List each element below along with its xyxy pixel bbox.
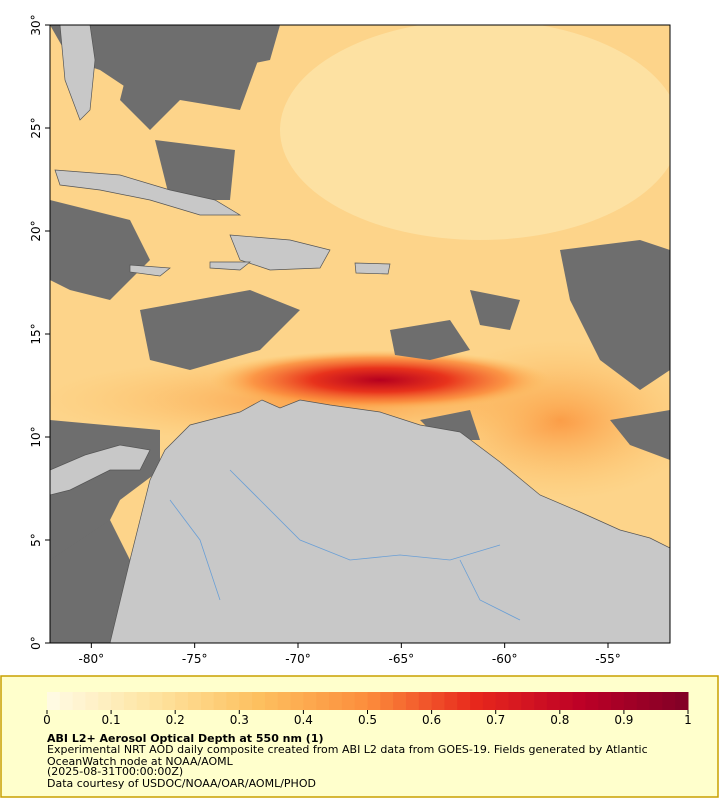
colorbar-segment	[521, 692, 535, 710]
colorbar-segment	[623, 692, 638, 710]
colorbar-tick-label: 0.5	[358, 713, 377, 727]
y-tick-label: 5°	[29, 533, 43, 547]
colorbar-segment	[457, 692, 471, 710]
colorbar-segment	[444, 692, 458, 710]
colorbar-segment	[585, 692, 599, 710]
y-tick-label: 10°	[29, 426, 43, 447]
colorbar-segment	[495, 692, 510, 710]
legend-date: (2025-08-31T00:00:00Z)	[47, 765, 183, 778]
colorbar-tick-label: 0.6	[422, 713, 441, 727]
x-tick-label: -55°	[595, 652, 621, 666]
aod-plume	[210, 350, 550, 410]
legend-description-box: Experimental NRT AOD daily composite cre…	[47, 744, 648, 768]
colorbar-segment	[213, 692, 227, 710]
colorbar-segment	[649, 692, 663, 710]
colorbar-segment	[316, 692, 330, 710]
colorbar-tick-label: 0.7	[486, 713, 505, 727]
colorbar-tick-label: 0.8	[550, 713, 569, 727]
x-tick-label: -65°	[389, 652, 415, 666]
low-aod-area	[280, 25, 670, 240]
colorbar-segment	[611, 692, 625, 710]
colorbar-segment	[534, 692, 548, 710]
colorbar-tick-label: 0.1	[102, 713, 121, 727]
y-tick-label: 25°	[29, 117, 43, 138]
x-tick-label: -60°	[492, 652, 518, 666]
colorbar-segment	[482, 692, 497, 710]
map-imagery	[50, 25, 670, 643]
colorbar-segment	[636, 692, 651, 710]
colorbar-segment	[508, 692, 522, 710]
colorbar-segment	[59, 692, 74, 710]
cloud-mask	[50, 25, 670, 643]
colorbar-segment	[393, 692, 407, 710]
colorbar-segment	[367, 692, 381, 710]
colorbar-segment	[380, 692, 394, 710]
colorbar-tick-label: 0.2	[166, 713, 185, 727]
x-tick-label: -80°	[79, 652, 105, 666]
colorbar-segment	[675, 692, 689, 710]
y-tick-label: 15°	[29, 323, 43, 344]
colorbar-segment	[354, 692, 368, 710]
colorbar-segment	[264, 692, 279, 710]
colorbar: 0 0.1 0.2 0.3 0.4 0.5 0.6 0.7 0.8 0.9 1	[43, 692, 692, 727]
colorbar-segment	[303, 692, 317, 710]
legend-description: Experimental NRT AOD daily composite cre…	[47, 744, 648, 768]
colorbar-segment	[329, 692, 343, 710]
colorbar-segment	[470, 692, 484, 710]
x-tick-label: -70°	[285, 652, 311, 666]
colorbar-segment	[188, 692, 202, 710]
colorbar-segment	[162, 692, 176, 710]
land	[50, 25, 670, 643]
colorbar-segment	[341, 692, 356, 710]
colorbar-tick-label: 0.4	[294, 713, 313, 727]
colorbar-segment	[431, 692, 445, 710]
legend-credit: Data courtesy of USDOC/NOAA/OAR/AOML/PHO…	[47, 777, 316, 790]
colorbar-segment	[662, 692, 676, 710]
colorbar-segment	[572, 692, 586, 710]
colorbar-segment	[559, 692, 574, 710]
colorbar-segment	[290, 692, 304, 710]
colorbar-segment	[418, 692, 433, 710]
colorbar-segment	[111, 692, 125, 710]
y-tick-label: 20°	[29, 220, 43, 241]
colorbar-segment	[200, 692, 215, 710]
y-tick-label: 30°	[29, 14, 43, 35]
colorbar-segment	[47, 692, 61, 710]
colorbar-tick-label: 0.9	[614, 713, 633, 727]
colorbar-segment	[252, 692, 266, 710]
colorbar-segment	[98, 692, 112, 710]
colorbar-segment	[277, 692, 292, 710]
colorbar-segment	[149, 692, 163, 710]
colorbar-tick-label: 1	[684, 713, 692, 727]
legend-title: ABI L2+ Aerosol Optical Depth at 550 nm …	[47, 732, 324, 745]
colorbar-tick-label: 0.3	[230, 713, 249, 727]
colorbar-segment	[226, 692, 240, 710]
colorbar-segment	[239, 692, 253, 710]
colorbar-segment	[136, 692, 151, 710]
colorbar-segment	[405, 692, 420, 710]
colorbar-segment	[175, 692, 189, 710]
y-tick-label: 0°	[29, 636, 43, 650]
colorbar-segment	[72, 692, 86, 710]
colorbar-segment	[546, 692, 561, 710]
colorbar-segment	[85, 692, 99, 710]
colorbar-segment	[598, 692, 612, 710]
colorbar-segment	[123, 692, 138, 710]
x-tick-label: -75°	[182, 652, 208, 666]
colorbar-tick-label: 0	[43, 713, 51, 727]
rivers	[169, 469, 521, 621]
